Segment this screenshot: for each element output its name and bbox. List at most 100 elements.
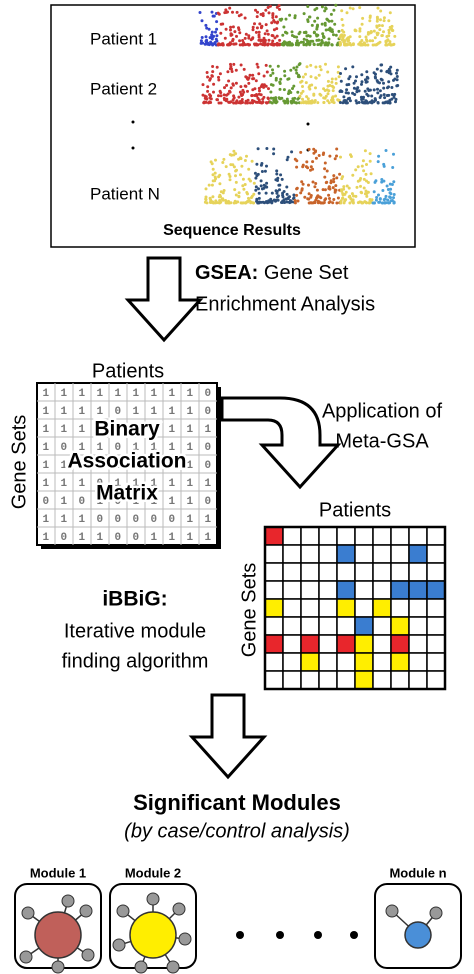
dot [315, 196, 319, 200]
gsea-label: GSEA: [195, 262, 258, 284]
dot [347, 77, 351, 81]
dot [265, 147, 269, 150]
dot [335, 154, 338, 158]
dot [227, 100, 231, 104]
dot [365, 192, 369, 195]
dot [323, 175, 327, 179]
dot [362, 186, 366, 190]
gsea-text: GSEA: Gene Set [195, 262, 349, 284]
matrix-row: 1011011110 [43, 442, 223, 454]
dot [339, 155, 342, 159]
meta-gsa-line: Meta-GSA [335, 430, 429, 452]
dot [217, 12, 221, 16]
dot [247, 167, 251, 171]
dot [295, 65, 299, 69]
dot [267, 38, 271, 42]
dot [336, 65, 340, 69]
dot [342, 185, 346, 189]
dot [269, 96, 273, 100]
dot [338, 35, 342, 39]
dot [324, 6, 328, 10]
cell [390, 562, 410, 582]
dot [342, 33, 346, 37]
dot [320, 201, 324, 205]
dot [347, 195, 351, 199]
gsea-line: Gene Set [264, 262, 349, 284]
dot [228, 6, 232, 10]
dot [255, 62, 259, 66]
dot [368, 16, 372, 19]
dot [387, 28, 391, 32]
dot [238, 156, 242, 160]
dot [354, 79, 357, 83]
dot [228, 67, 232, 71]
dot [206, 85, 210, 89]
cell [372, 670, 392, 690]
cell [390, 526, 410, 546]
dot [368, 88, 372, 92]
dot [301, 182, 305, 186]
dot [380, 24, 384, 28]
cell [354, 652, 374, 672]
dot [318, 65, 322, 69]
dot [212, 14, 216, 18]
dot [219, 91, 223, 95]
dot [290, 30, 294, 34]
cell [282, 544, 302, 564]
dot [392, 95, 396, 99]
dot [373, 97, 377, 101]
dot [231, 83, 235, 87]
dot [211, 173, 215, 177]
dot [382, 179, 386, 183]
dot [365, 201, 368, 205]
dot [227, 199, 230, 203]
dot [288, 200, 291, 204]
dot [293, 199, 297, 202]
dot [306, 166, 310, 170]
dot [304, 43, 308, 47]
dot [366, 43, 370, 47]
dot [310, 201, 314, 205]
dot [231, 37, 235, 41]
module-matrix [263, 525, 447, 691]
dot [351, 65, 355, 69]
dot [355, 75, 358, 79]
dot [241, 39, 245, 42]
cell [282, 616, 302, 636]
results-title: Significant Modules [133, 790, 341, 815]
dot [323, 198, 327, 202]
dot [253, 171, 257, 175]
dot [252, 181, 256, 185]
dot [239, 63, 243, 67]
dot [254, 188, 258, 192]
dot [261, 12, 265, 16]
dot [376, 87, 379, 91]
dot [332, 198, 336, 201]
dot [392, 196, 395, 200]
dot [342, 187, 346, 191]
dot [264, 185, 268, 188]
dot [382, 162, 386, 166]
dot [255, 15, 259, 19]
dot [369, 31, 372, 35]
dot [215, 39, 219, 43]
dot [316, 199, 320, 203]
dot [198, 11, 202, 14]
dot [376, 160, 380, 164]
dot [355, 185, 359, 189]
dot [275, 5, 279, 9]
dot [301, 97, 304, 101]
dot [393, 77, 397, 81]
dot [309, 168, 312, 172]
dot [375, 67, 379, 71]
dot [394, 97, 398, 101]
dot [271, 68, 274, 72]
cell [426, 652, 446, 672]
dot [373, 36, 377, 40]
cell [408, 580, 428, 600]
dot [316, 101, 320, 105]
dot [272, 152, 276, 156]
dot [364, 78, 367, 82]
dot [238, 100, 242, 103]
dot [289, 43, 293, 47]
